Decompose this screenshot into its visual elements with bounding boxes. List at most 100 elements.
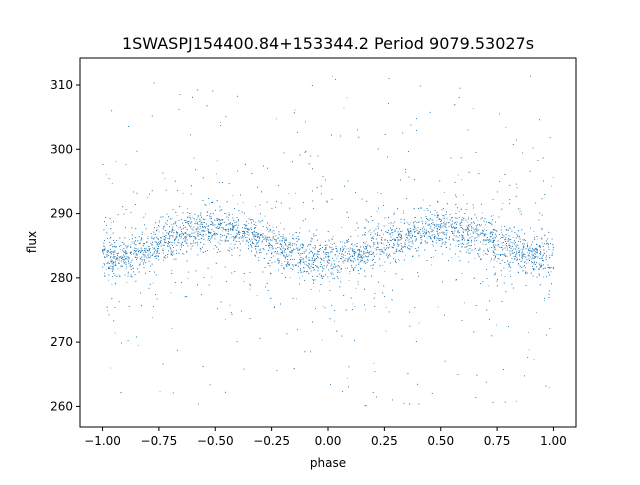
data-point	[251, 240, 253, 242]
data-point	[456, 240, 458, 242]
data-point	[253, 231, 255, 232]
data-point	[108, 279, 109, 281]
data-point	[200, 250, 201, 252]
data-point	[431, 244, 433, 245]
data-point	[461, 272, 463, 274]
data-point	[345, 245, 346, 247]
data-point	[352, 245, 354, 247]
data-point	[224, 229, 226, 231]
data-point	[527, 255, 529, 257]
data-point	[546, 251, 547, 253]
data-point	[119, 248, 121, 250]
data-point	[402, 251, 404, 253]
data-point	[398, 259, 399, 260]
data-point	[515, 245, 516, 247]
data-point	[219, 233, 221, 235]
data-point	[305, 250, 307, 252]
data-point	[379, 250, 381, 252]
data-point	[527, 252, 528, 254]
data-point	[285, 239, 287, 240]
data-point	[102, 252, 104, 254]
data-point	[520, 249, 522, 250]
data-point	[319, 290, 320, 292]
data-point	[117, 259, 118, 261]
data-point	[262, 235, 263, 237]
data-point	[104, 257, 105, 258]
data-point	[369, 253, 370, 255]
data-point	[545, 258, 547, 260]
data-point	[332, 236, 334, 237]
data-point	[495, 248, 497, 250]
data-point	[166, 232, 167, 234]
data-point	[543, 267, 545, 269]
data-point	[125, 253, 127, 255]
data-point	[424, 241, 426, 243]
data-point	[377, 244, 379, 245]
data-point	[249, 288, 251, 290]
data-point	[105, 254, 107, 256]
data-point	[331, 247, 333, 249]
data-point	[257, 243, 258, 245]
data-point	[328, 240, 330, 242]
data-point	[550, 271, 552, 273]
data-point	[547, 242, 549, 244]
data-point	[278, 237, 280, 238]
data-point	[222, 230, 223, 232]
data-point	[537, 238, 538, 240]
data-point	[427, 231, 429, 233]
data-point	[247, 236, 249, 238]
data-point	[525, 261, 527, 263]
data-point	[488, 247, 490, 249]
data-point	[316, 254, 318, 256]
data-point	[507, 247, 508, 249]
data-point	[206, 212, 208, 214]
data-point	[313, 262, 315, 263]
data-point	[127, 245, 129, 247]
data-point	[517, 244, 519, 246]
data-point	[482, 254, 484, 256]
data-point	[231, 227, 233, 229]
data-point	[481, 231, 483, 233]
data-point	[309, 251, 311, 253]
data-point	[385, 255, 387, 257]
data-point	[288, 193, 290, 195]
data-point	[156, 226, 158, 228]
data-point	[345, 268, 347, 269]
data-point	[299, 245, 301, 247]
data-point	[115, 161, 117, 163]
data-point	[110, 367, 112, 369]
data-point	[352, 303, 354, 305]
data-point	[254, 228, 255, 230]
data-point	[318, 250, 319, 252]
data-point	[436, 242, 438, 244]
data-point	[515, 255, 517, 257]
data-point	[442, 218, 444, 220]
data-point	[461, 222, 463, 223]
data-point	[199, 232, 201, 233]
data-point	[227, 217, 229, 218]
data-point	[450, 224, 452, 226]
data-point	[184, 237, 185, 238]
data-point	[245, 243, 247, 245]
data-point	[328, 256, 330, 257]
data-point	[528, 331, 529, 333]
data-point	[493, 247, 495, 249]
data-point	[344, 245, 346, 247]
data-point	[264, 215, 266, 217]
data-point	[488, 285, 490, 287]
data-point	[437, 216, 439, 218]
data-point	[304, 251, 306, 253]
data-point	[444, 220, 445, 222]
data-point	[211, 236, 212, 238]
data-point	[199, 224, 201, 226]
data-point	[382, 250, 383, 252]
data-point	[143, 251, 144, 253]
data-point	[135, 243, 137, 245]
data-point	[111, 283, 113, 285]
data-point	[142, 264, 144, 265]
data-point	[374, 248, 376, 250]
data-point	[420, 242, 422, 244]
data-point	[271, 239, 273, 241]
data-point	[114, 332, 116, 334]
